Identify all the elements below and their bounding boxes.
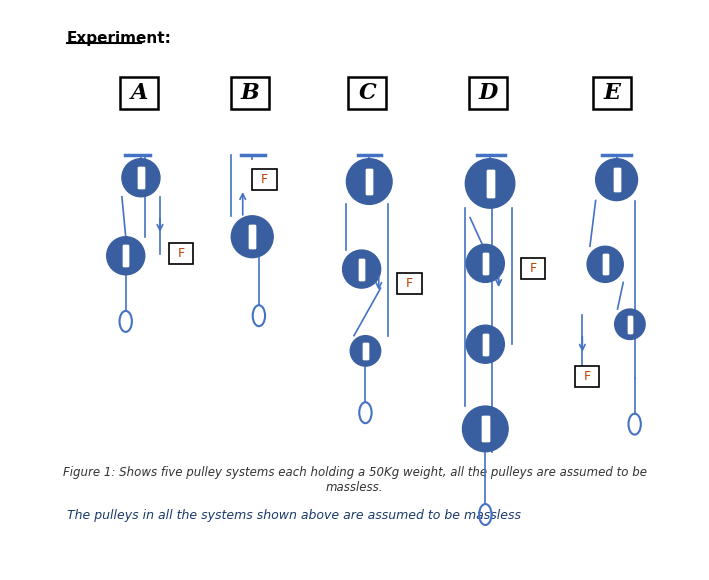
Bar	[359, 259, 364, 280]
Bar	[123, 245, 128, 266]
Text: F: F	[406, 277, 413, 290]
Bar	[482, 416, 489, 441]
Text: D: D	[479, 82, 498, 104]
Circle shape	[350, 336, 381, 366]
Circle shape	[231, 216, 273, 258]
Text: F: F	[530, 262, 537, 274]
Text: Figure 1: Shows five pulley systems each holding a 50Kg weight, all the pulleys : Figure 1: Shows five pulley systems each…	[62, 466, 647, 494]
Bar	[483, 253, 488, 274]
Circle shape	[615, 309, 645, 339]
Bar	[138, 167, 144, 188]
Circle shape	[465, 159, 515, 208]
Bar	[593, 77, 631, 109]
Bar	[603, 255, 608, 274]
Bar	[483, 253, 488, 274]
Bar	[486, 170, 493, 197]
Bar	[120, 77, 158, 109]
Bar	[397, 273, 422, 294]
Bar	[348, 77, 386, 109]
Bar	[520, 258, 545, 278]
Text: B: B	[241, 82, 259, 104]
Bar	[250, 225, 255, 248]
Bar	[231, 77, 269, 109]
Bar	[363, 343, 367, 359]
Bar	[169, 244, 194, 264]
Bar	[627, 316, 632, 332]
Text: F: F	[177, 247, 184, 260]
Circle shape	[106, 237, 145, 275]
Bar	[603, 255, 608, 274]
Circle shape	[587, 246, 623, 282]
Circle shape	[122, 159, 160, 197]
Text: C: C	[359, 82, 376, 104]
Circle shape	[467, 325, 504, 363]
Circle shape	[462, 406, 508, 452]
Bar	[366, 169, 372, 194]
Text: E: E	[603, 82, 620, 104]
Circle shape	[347, 159, 392, 204]
Bar	[482, 416, 489, 441]
Text: F: F	[261, 173, 268, 186]
Bar	[614, 168, 620, 191]
Bar	[363, 343, 367, 359]
Bar	[486, 170, 493, 197]
Text: The pulleys in all the systems shown above are assumed to be massless: The pulleys in all the systems shown abo…	[67, 509, 520, 522]
Circle shape	[596, 159, 637, 201]
Bar	[483, 334, 488, 355]
Bar	[250, 225, 255, 248]
Bar	[627, 316, 632, 332]
Text: A: A	[130, 82, 147, 104]
Bar	[366, 169, 372, 194]
Bar	[575, 366, 600, 387]
Text: Experiment:: Experiment:	[67, 31, 172, 46]
Bar	[123, 245, 128, 266]
Circle shape	[342, 250, 381, 288]
Circle shape	[467, 244, 504, 282]
Bar	[138, 167, 144, 188]
Bar	[359, 259, 364, 280]
Text: F: F	[584, 370, 591, 383]
Bar	[252, 169, 277, 190]
Bar	[469, 77, 507, 109]
Bar	[483, 334, 488, 355]
Bar	[614, 168, 620, 191]
